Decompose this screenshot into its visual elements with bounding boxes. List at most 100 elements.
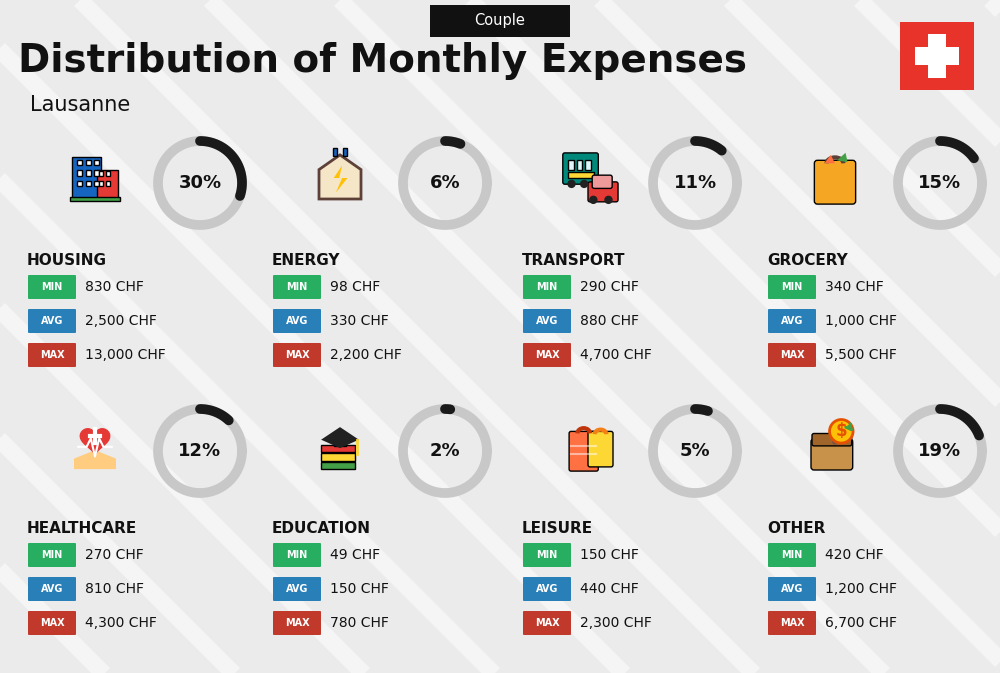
Text: 12%: 12% (178, 442, 222, 460)
Text: 2,300 CHF: 2,300 CHF (580, 616, 652, 630)
FancyBboxPatch shape (273, 309, 321, 333)
FancyBboxPatch shape (321, 445, 355, 452)
Text: 880 CHF: 880 CHF (580, 314, 639, 328)
Polygon shape (321, 427, 359, 448)
Text: MIN: MIN (41, 550, 63, 560)
FancyBboxPatch shape (321, 453, 355, 461)
Text: MIN: MIN (286, 550, 308, 560)
FancyBboxPatch shape (106, 171, 110, 176)
Text: 340 CHF: 340 CHF (825, 280, 884, 294)
FancyBboxPatch shape (273, 577, 321, 601)
Text: 270 CHF: 270 CHF (85, 548, 144, 562)
FancyBboxPatch shape (77, 180, 82, 186)
FancyBboxPatch shape (86, 180, 91, 186)
FancyBboxPatch shape (273, 611, 321, 635)
Text: AVG: AVG (536, 316, 558, 326)
Polygon shape (334, 166, 348, 192)
Text: ENERGY: ENERGY (272, 253, 340, 268)
FancyBboxPatch shape (321, 462, 355, 469)
FancyBboxPatch shape (523, 611, 571, 635)
Text: 150 CHF: 150 CHF (330, 582, 389, 596)
Text: 5,500 CHF: 5,500 CHF (825, 348, 897, 362)
FancyBboxPatch shape (768, 343, 816, 367)
FancyBboxPatch shape (86, 160, 91, 166)
FancyBboxPatch shape (569, 431, 598, 471)
Text: MIN: MIN (41, 282, 63, 292)
FancyBboxPatch shape (915, 47, 959, 65)
Text: 150 CHF: 150 CHF (580, 548, 639, 562)
FancyBboxPatch shape (768, 543, 816, 567)
Polygon shape (319, 155, 361, 199)
Text: GROCERY: GROCERY (767, 253, 848, 268)
FancyBboxPatch shape (928, 34, 946, 78)
FancyBboxPatch shape (28, 309, 76, 333)
Text: 30%: 30% (178, 174, 222, 192)
FancyBboxPatch shape (523, 343, 571, 367)
FancyBboxPatch shape (86, 170, 91, 176)
FancyBboxPatch shape (28, 343, 76, 367)
Text: MAX: MAX (780, 618, 804, 628)
Text: 13,000 CHF: 13,000 CHF (85, 348, 166, 362)
Text: 4,700 CHF: 4,700 CHF (580, 348, 652, 362)
FancyBboxPatch shape (523, 577, 571, 601)
Text: 330 CHF: 330 CHF (330, 314, 389, 328)
Text: AVG: AVG (286, 316, 308, 326)
FancyBboxPatch shape (523, 309, 571, 333)
Text: Distribution of Monthly Expenses: Distribution of Monthly Expenses (18, 42, 747, 80)
FancyBboxPatch shape (333, 148, 337, 156)
Text: 2,200 CHF: 2,200 CHF (330, 348, 402, 362)
Text: MAX: MAX (535, 618, 559, 628)
FancyBboxPatch shape (768, 611, 816, 635)
FancyBboxPatch shape (28, 577, 76, 601)
FancyBboxPatch shape (94, 160, 99, 166)
Text: 5%: 5% (680, 442, 710, 460)
FancyBboxPatch shape (585, 160, 591, 170)
Text: AVG: AVG (536, 584, 558, 594)
Text: MIN: MIN (536, 282, 558, 292)
Text: EDUCATION: EDUCATION (272, 521, 371, 536)
Text: LEISURE: LEISURE (522, 521, 593, 536)
FancyBboxPatch shape (768, 275, 816, 299)
FancyBboxPatch shape (28, 611, 76, 635)
Text: Lausanne: Lausanne (30, 95, 130, 115)
Text: 2%: 2% (430, 442, 460, 460)
FancyBboxPatch shape (99, 171, 103, 176)
Text: 6%: 6% (430, 174, 460, 192)
FancyBboxPatch shape (94, 180, 99, 186)
FancyBboxPatch shape (523, 543, 571, 567)
Text: TRANSPORT: TRANSPORT (522, 253, 626, 268)
FancyBboxPatch shape (94, 170, 99, 176)
Text: 49 CHF: 49 CHF (330, 548, 380, 562)
Text: 290 CHF: 290 CHF (580, 280, 639, 294)
Text: 15%: 15% (918, 174, 962, 192)
Text: MAX: MAX (40, 618, 64, 628)
Text: AVG: AVG (781, 316, 803, 326)
Text: 4,300 CHF: 4,300 CHF (85, 616, 157, 630)
Text: MIN: MIN (781, 282, 803, 292)
Text: MAX: MAX (285, 350, 309, 360)
Text: MIN: MIN (781, 550, 803, 560)
Text: AVG: AVG (286, 584, 308, 594)
Polygon shape (837, 153, 848, 162)
Circle shape (832, 439, 838, 445)
FancyBboxPatch shape (273, 343, 321, 367)
FancyBboxPatch shape (814, 160, 856, 204)
FancyBboxPatch shape (577, 160, 582, 170)
Text: HOUSING: HOUSING (27, 253, 107, 268)
Text: 810 CHF: 810 CHF (85, 582, 144, 596)
Text: MAX: MAX (285, 618, 309, 628)
FancyBboxPatch shape (811, 439, 853, 470)
Text: 420 CHF: 420 CHF (825, 548, 884, 562)
Polygon shape (80, 429, 110, 456)
FancyBboxPatch shape (343, 148, 347, 156)
Circle shape (589, 196, 598, 204)
Text: AVG: AVG (41, 584, 63, 594)
Text: $: $ (835, 422, 847, 440)
FancyBboxPatch shape (70, 197, 120, 201)
Text: HEALTHCARE: HEALTHCARE (27, 521, 137, 536)
Text: 11%: 11% (673, 174, 717, 192)
FancyBboxPatch shape (768, 577, 816, 601)
FancyBboxPatch shape (99, 180, 103, 186)
FancyBboxPatch shape (28, 543, 76, 567)
Text: 780 CHF: 780 CHF (330, 616, 389, 630)
